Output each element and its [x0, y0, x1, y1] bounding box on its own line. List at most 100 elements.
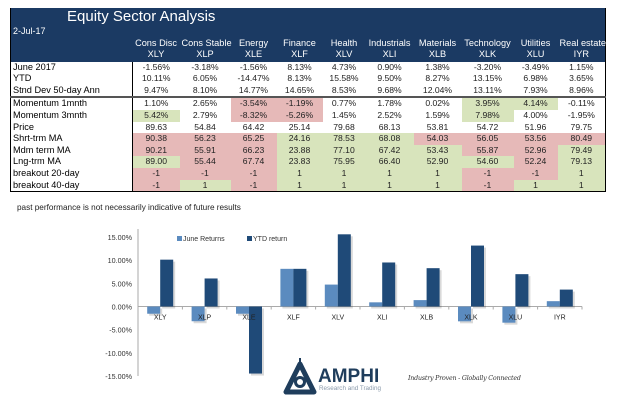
x-tick-label: XLV	[331, 315, 344, 322]
table-row: June 2017 -1.56% -3.18% -1.56% 8.13% 4.73% 0.9…	[10, 61, 606, 74]
column-sector-name: Industrials	[365, 37, 414, 49]
table-cell: 24.16	[276, 133, 323, 145]
table-cell: -8.32%	[230, 109, 277, 122]
column-ticker: XLB	[413, 48, 462, 62]
x-tick-label: IYR	[554, 315, 566, 322]
table-cell: 56.23	[179, 133, 231, 145]
y-tick-label: -15.00%	[105, 372, 132, 381]
amphi-tagline: Industry Proven - Globally Connected	[408, 375, 521, 382]
row-label: Momentum 3mnth	[10, 109, 133, 122]
table-cell: 78.53	[322, 133, 366, 145]
table-cell: -3.18%	[191, 61, 219, 72]
column-sector-name: Real estate	[557, 37, 606, 49]
table-cell: 8.10%	[192, 84, 218, 95]
table-cell: -3.49%	[521, 61, 550, 72]
table-cell: -3.54%	[230, 96, 277, 110]
row-label: breakout 40-day	[10, 179, 133, 193]
y-tick-label: 10.00%	[108, 256, 133, 265]
x-tick-label: XLE	[242, 315, 256, 322]
column-ticker: XLY	[132, 48, 180, 62]
column-ticker: XLK	[461, 48, 514, 62]
table-cell: 12.04%	[422, 84, 453, 95]
bar-ytd-return	[204, 278, 218, 307]
table-cell: 55.44	[179, 156, 231, 168]
column-ticker: XLP	[179, 48, 231, 62]
table-cell: 7.98%	[461, 109, 514, 122]
table-cell: -1	[230, 167, 277, 180]
table-cell: 68.08	[365, 133, 414, 145]
row-label: Momentum 1mnth	[10, 96, 133, 110]
header-corner	[10, 48, 133, 62]
amphi-emblem-icon	[283, 358, 317, 395]
row-label: Lng-trm MA	[10, 156, 133, 168]
table-cell: 52.96	[513, 144, 558, 157]
column-ticker: IYR	[557, 48, 606, 62]
table-cell: 90.21	[132, 144, 180, 157]
legend-label-june: June Returns	[183, 236, 225, 243]
row-label: YTD	[10, 73, 133, 85]
table-cell: 8.13%	[287, 73, 312, 84]
table-cell: 1.10%	[132, 96, 180, 110]
bar-june-return	[280, 268, 294, 307]
table-cell: 23.83	[276, 156, 323, 168]
table-row: breakout 20-day -1 -1 -1 1 1 1 1 -1 -1 1	[10, 167, 606, 180]
column-sector-name: Health	[322, 37, 366, 49]
table-row: Momentum 3mnth 5.42% 2.79% -8.32% -5.26% 1.45…	[10, 109, 606, 122]
column-sector-name: Finance	[276, 37, 323, 49]
table-cell: 4.14%	[513, 96, 558, 110]
table-cell: 54.84	[194, 121, 216, 132]
header-spacer	[132, 26, 606, 38]
table-row: Mdm term MA 90.21 55.91 66.23 23.88 77.10 67.4…	[10, 144, 606, 157]
table-cell: 89.00	[132, 156, 180, 168]
table-cell: 8.53%	[331, 84, 357, 95]
amphi-logo-name: AMPHI	[318, 366, 379, 387]
table-cell: 23.88	[276, 144, 323, 157]
y-tick-label: -5.00%	[109, 326, 132, 335]
table-cell: 79.68	[333, 121, 355, 132]
table-cell: -1	[132, 167, 180, 180]
table-cell: 3.95%	[461, 96, 514, 110]
equity-sector-table-container: Equity Sector Analysis 2-Jul-17 Cons Disc C…	[10, 8, 607, 193]
table-cell: 54.03	[413, 133, 462, 145]
x-tick-label: XLU	[509, 315, 523, 322]
table-cell: 8.27%	[425, 73, 450, 84]
table-cell: -3.20%	[473, 61, 502, 72]
table-cell: 1	[557, 179, 606, 193]
column-sector-name: Energy	[230, 37, 277, 49]
table-cell: 79.49	[557, 144, 606, 157]
column-sector-name: Technology	[461, 37, 514, 49]
table-cell: 1	[322, 167, 366, 180]
table-cell: 56.05	[461, 133, 514, 145]
bar-june-return	[191, 306, 205, 322]
bar-june-return	[546, 301, 560, 307]
table-row: Stnd Dev 50-day Ann 9.47% 8.10% 14.77% 14.65…	[10, 84, 606, 98]
bar-ytd-return	[559, 289, 573, 307]
table-cell: 25.14	[288, 121, 311, 132]
table-cell: 53.56	[513, 133, 558, 145]
column-ticker: XLU	[513, 48, 558, 62]
table-cell: 66.40	[365, 156, 414, 168]
table-cell: 52.24	[513, 156, 558, 168]
table-cell: 1	[365, 167, 414, 180]
table-cell: 66.23	[230, 144, 277, 157]
bar-june-return	[458, 306, 471, 322]
table-cell: 1.45%	[331, 109, 357, 120]
table-cell: -1.95%	[567, 109, 595, 120]
table-row: Momentum 1mnth 1.10% 2.65% -3.54% -1.19% 0.77…	[10, 96, 606, 110]
table-cell: 6.98%	[523, 73, 548, 84]
table-cell: 64.42	[242, 121, 265, 132]
table-cell: 13.15%	[472, 73, 503, 84]
row-label: Price	[10, 121, 133, 134]
table-cell: 53.81	[426, 121, 449, 132]
table-cell: 68.13	[378, 121, 401, 132]
table-row: YTD 10.11% 6.05% -14.47% 8.13% 15.58% 9.50% 8.2…	[10, 73, 606, 85]
bar-ytd-return	[382, 262, 396, 307]
equity-sector-table: Equity Sector Analysis 2-Jul-17 Cons Disc C…	[10, 8, 607, 193]
disclaimer-text: past performance is not necessarily indi…	[17, 203, 241, 212]
table-cell: -1	[179, 167, 231, 180]
y-tick-label: 0.00%	[112, 303, 133, 312]
table-cell: 79.13	[557, 156, 606, 168]
table-cell: -1.56%	[142, 61, 170, 72]
bar-ytd-return	[249, 306, 262, 374]
x-tick-label: XLB	[420, 315, 434, 322]
